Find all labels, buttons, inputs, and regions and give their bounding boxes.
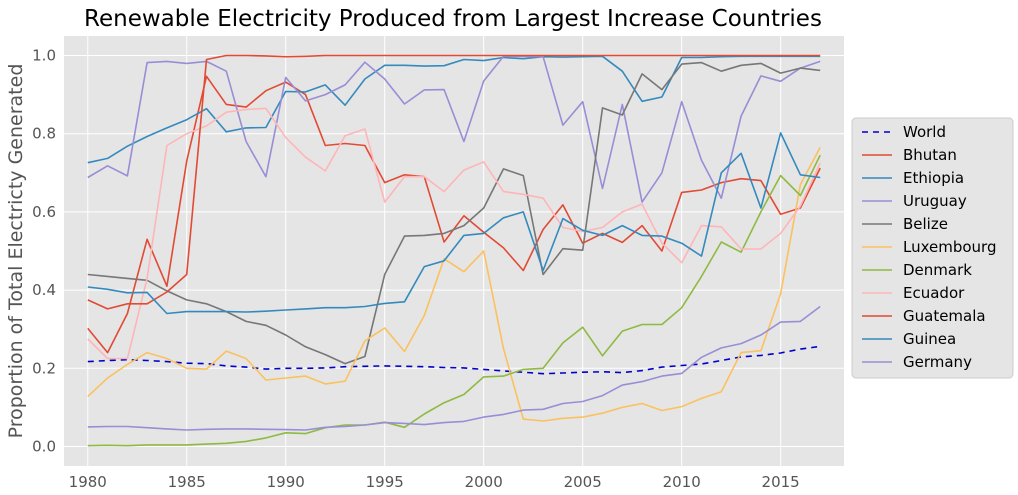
y-tick-label: 0.6 — [32, 203, 56, 221]
series-line-guatemala — [87, 54, 821, 310]
series-line-germany — [87, 305, 821, 431]
plot-area — [64, 36, 844, 466]
y-axis-label: Proportion of Total Electricty Generated — [5, 64, 27, 439]
x-tick-label: 2000 — [465, 473, 503, 491]
chart-title: Renewable Electricity Produced from Larg… — [84, 6, 822, 32]
x-axis: 1980 1985 1990 1995 2000 2005 2010 2015 — [69, 473, 800, 491]
x-tick-label: 2010 — [663, 473, 701, 491]
y-tick-label: 0.8 — [32, 125, 56, 143]
series-line-world — [87, 345, 821, 375]
series-line-ecuador — [87, 107, 821, 360]
legend-label-denmark: Denmark — [903, 261, 972, 279]
legend-label-guinea: Guinea — [903, 330, 956, 348]
legend-label-belize: Belize — [903, 215, 948, 233]
y-axis: 0.0 0.2 0.4 0.6 0.8 1.0 — [32, 47, 56, 456]
series-line-denmark — [87, 154, 821, 447]
legend-label-ecuador: Ecuador — [903, 284, 965, 302]
x-tick-label: 2015 — [762, 473, 800, 491]
series-line-uruguay — [87, 55, 821, 203]
series-line-ethiopia — [87, 55, 821, 164]
legend-label-ethiopia: Ethiopia — [903, 169, 964, 187]
legend-label-luxembourg: Luxembourg — [903, 238, 997, 256]
y-tick-label: 0.2 — [32, 359, 56, 377]
y-tick-label: 0.4 — [32, 281, 56, 299]
legend-label-uruguay: Uruguay — [903, 192, 967, 210]
legend-label-guatemala: Guatemala — [903, 307, 986, 325]
x-tick-label: 1990 — [267, 473, 305, 491]
legend-label-germany: Germany — [903, 353, 972, 371]
legend-label-world: World — [903, 123, 946, 141]
x-tick-label: 1980 — [69, 473, 107, 491]
x-tick-label: 2005 — [564, 473, 602, 491]
x-tick-label: 1985 — [168, 473, 206, 491]
x-tick-label: 1995 — [366, 473, 404, 491]
legend-label-bhutan: Bhutan — [903, 146, 957, 164]
legend: World Bhutan Ethiopia Uruguay Belize Luxembou… — [851, 117, 1014, 379]
legend-box — [851, 117, 1014, 379]
y-tick-label: 1.0 — [32, 47, 56, 65]
series-line-luxembourg — [87, 147, 821, 422]
series-line-belize — [87, 61, 821, 365]
series-lines — [87, 54, 821, 447]
series-line-guinea — [87, 132, 821, 315]
y-tick-label: 0.0 — [32, 437, 56, 455]
